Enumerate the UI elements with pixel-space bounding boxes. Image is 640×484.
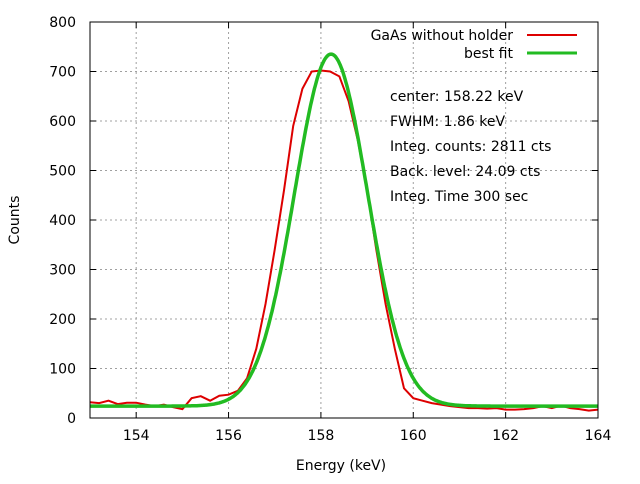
data-series-line: [89, 69, 599, 412]
y-tick-label: 0: [67, 411, 76, 427]
annotation-integ-counts: Integ. counts: 2811 cts: [390, 139, 551, 155]
y-tick-label: 400: [49, 213, 76, 229]
x-tick-label: 156: [215, 428, 242, 444]
x-tick-label: 160: [400, 428, 427, 444]
y-axis-label: Counts: [7, 196, 23, 245]
legend: GaAs without holder best fit: [371, 28, 577, 62]
fit-series-line: [90, 52, 598, 408]
y-tick-label: 600: [49, 114, 76, 130]
y-tick-label: 800: [49, 15, 76, 31]
y-tick-label: 200: [49, 312, 76, 328]
annotations: center: 158.22 keV FWHM: 1.86 keV Integ.…: [390, 89, 551, 205]
x-tick-label: 164: [585, 428, 612, 444]
x-tick-label: 162: [492, 428, 519, 444]
annotation-center: center: 158.22 keV: [390, 89, 524, 105]
grid: [90, 22, 598, 418]
annotation-fwhm: FWHM: 1.86 keV: [390, 114, 506, 130]
annotation-back-level: Back. level: 24.09 cts: [390, 164, 540, 180]
legend-label-data: GaAs without holder: [371, 28, 514, 44]
ticks: 154 156 158 160 162 164 0 100 200 300 400 500 600 700…: [49, 15, 611, 444]
annotation-integ-time: Integ. Time 300 sec: [390, 189, 528, 205]
legend-label-fit: best fit: [464, 46, 514, 62]
x-tick-label: 158: [308, 428, 335, 444]
y-tick-label: 700: [49, 65, 76, 81]
x-tick-label: 154: [123, 428, 150, 444]
y-tick-label: 500: [49, 164, 76, 180]
x-axis-label: Energy (keV): [296, 458, 386, 474]
y-tick-label: 100: [49, 362, 76, 378]
series-group: [89, 52, 599, 412]
y-tick-label: 300: [49, 263, 76, 279]
